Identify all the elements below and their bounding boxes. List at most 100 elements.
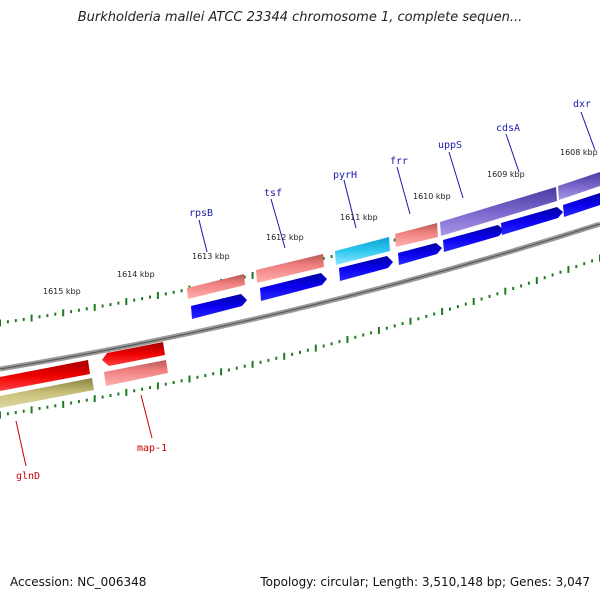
topology-text: Topology: circular; Length: 3,510,148 bp…	[260, 575, 590, 589]
gene-label-map-1[interactable]: map-1	[137, 443, 167, 454]
feature-blue-5[interactable]	[443, 225, 504, 252]
tick-mark	[377, 327, 380, 334]
tick-mark	[62, 309, 65, 317]
tick-mark	[133, 389, 136, 393]
tick-mark	[164, 292, 167, 296]
feature-rrna-2[interactable]	[256, 254, 324, 283]
tick-mark	[488, 294, 491, 298]
tick-mark	[54, 312, 57, 316]
feature-row-lower	[191, 193, 600, 319]
tick-mark	[172, 290, 175, 294]
kbp-labels: 1615 kbp 1614 kbp 1613 kbp 1612 kbp 1611…	[43, 148, 598, 296]
tick-mark	[6, 412, 9, 416]
tick-mark	[330, 255, 333, 258]
tick-mark	[251, 271, 254, 279]
gene-label-dxr[interactable]: dxr	[573, 99, 591, 110]
tick-mark	[299, 350, 301, 354]
kbp-label: 1609 kbp	[487, 170, 525, 179]
tick-mark	[456, 305, 459, 309]
tick-mark	[433, 312, 436, 316]
tick-mark	[125, 388, 128, 396]
feature-rrna-3[interactable]	[395, 223, 438, 247]
tick-mark	[149, 295, 151, 299]
feature-blue-4[interactable]	[398, 243, 442, 265]
map-title: Burkholderia mallei ATCC 23344 chromosom…	[77, 10, 523, 25]
gene-label-pyrH[interactable]: pyrH	[333, 170, 357, 181]
gene-label-uppS[interactable]: uppS	[438, 140, 462, 151]
tick-mark	[346, 336, 349, 343]
tick-mark	[30, 314, 33, 322]
tick-mark	[93, 395, 96, 403]
leader-lines-top	[198, 111, 596, 253]
tick-track-bottom	[0, 254, 600, 419]
tick-mark	[46, 405, 49, 409]
tick-mark	[38, 315, 41, 319]
tick-mark	[14, 319, 17, 323]
tick-mark	[188, 375, 191, 383]
gene-labels-top: rpsB tsf pyrH frr uppS cdsA dxr	[189, 99, 591, 219]
kbp-label: 1610 kbp	[413, 192, 451, 201]
feature-purple-1[interactable]	[440, 187, 557, 236]
feature-blue-7[interactable]	[563, 193, 600, 217]
tick-mark	[527, 281, 530, 285]
feature-purple-2[interactable]	[558, 172, 600, 200]
tick-mark	[551, 273, 554, 277]
accession-text: Accession: NC_006348	[10, 575, 147, 589]
feature-blue-6[interactable]	[501, 207, 563, 235]
tick-mark	[338, 340, 341, 344]
tick-mark	[22, 409, 25, 413]
backbone-outer	[0, 221, 600, 372]
tick-mark	[504, 287, 507, 295]
tick-mark	[93, 303, 96, 311]
tick-mark	[354, 335, 357, 339]
tick-mark	[101, 304, 104, 308]
feature-red-1[interactable]	[0, 360, 90, 391]
feature-cyan-1[interactable]	[335, 237, 390, 265]
tick-mark	[156, 292, 159, 299]
feature-rrna-1[interactable]	[187, 274, 245, 299]
tick-mark	[441, 308, 444, 315]
tick-mark	[101, 395, 104, 399]
tick-mark	[362, 333, 365, 337]
gene-label-rpsB[interactable]: rpsB	[189, 208, 213, 219]
tick-mark	[85, 398, 88, 402]
feature-red-2[interactable]	[102, 342, 165, 366]
tick-mark	[243, 275, 246, 279]
tick-mark	[314, 344, 317, 352]
tick-mark	[401, 322, 404, 326]
tick-mark	[46, 314, 49, 318]
feature-olive-1[interactable]	[0, 378, 94, 408]
tick-mark	[0, 319, 1, 327]
tick-mark	[117, 301, 120, 305]
feature-blue-2[interactable]	[260, 273, 327, 301]
tick-mark	[141, 297, 144, 301]
tick-mark	[425, 314, 428, 318]
tick-mark	[204, 374, 207, 377]
gene-label-tsf[interactable]: tsf	[264, 188, 282, 199]
gene-label-frr[interactable]: frr	[390, 156, 408, 167]
gene-label-cdsA[interactable]: cdsA	[496, 123, 520, 134]
tick-mark	[180, 289, 183, 293]
tick-mark	[480, 297, 483, 301]
tick-mark	[172, 381, 175, 384]
tick-mark	[322, 256, 325, 260]
tick-mark	[30, 406, 33, 414]
gene-label-glnD[interactable]: glnD	[16, 471, 40, 482]
tick-mark	[54, 404, 57, 408]
tick-mark	[496, 292, 499, 296]
feature-blue-3[interactable]	[339, 256, 393, 281]
tick-mark	[543, 276, 546, 280]
feature-blue-1[interactable]	[191, 294, 247, 319]
kbp-label: 1611 kbp	[340, 213, 378, 222]
backbone-inner	[0, 223, 600, 370]
feature-rrna-bottom[interactable]	[104, 360, 168, 386]
tick-mark	[212, 372, 215, 376]
tick-mark	[117, 392, 120, 396]
tick-mark	[164, 382, 167, 386]
tick-mark	[591, 259, 594, 263]
tick-mark	[125, 298, 128, 306]
tick-mark	[77, 400, 80, 403]
tick-mark	[275, 356, 278, 360]
